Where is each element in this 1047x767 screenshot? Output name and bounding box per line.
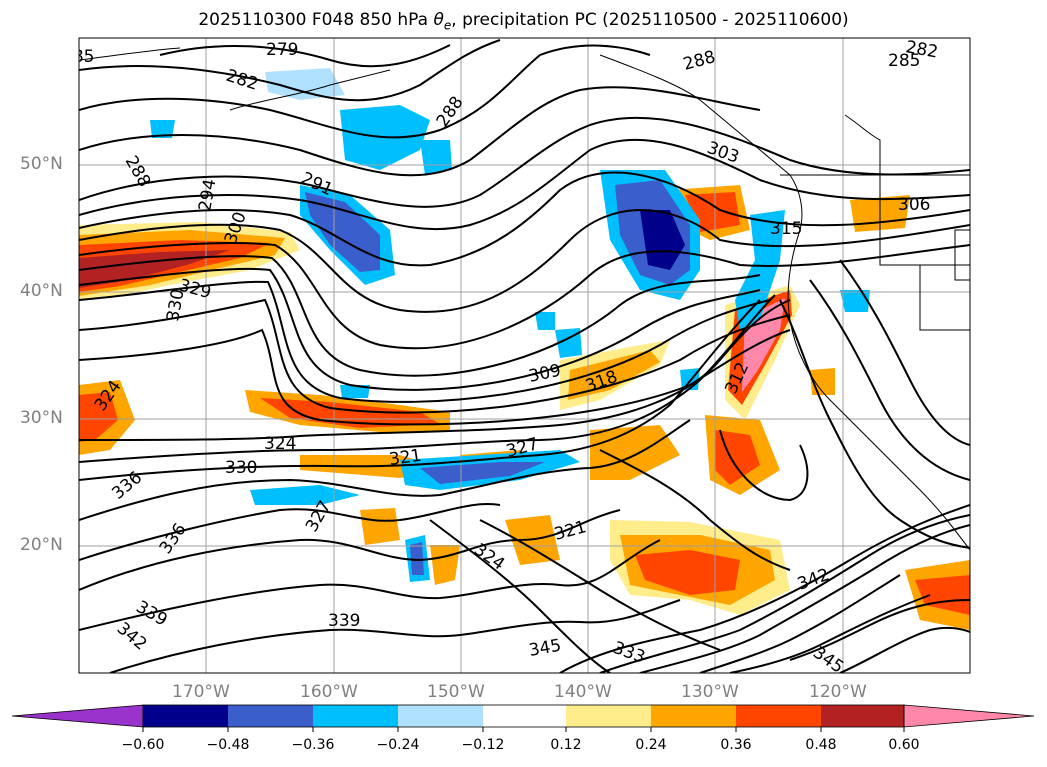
contour-label: 285 <box>888 51 920 71</box>
precip-shading-negative <box>150 68 870 582</box>
colorbar-tick-label: −0.60 <box>121 737 165 753</box>
contour-label: 306 <box>898 195 930 215</box>
colorbar-tick-label: −0.36 <box>291 737 335 753</box>
lon-label: 160°W <box>300 682 358 702</box>
contour-label: 285 <box>62 47 94 67</box>
graticule <box>79 38 970 673</box>
colorbar-bin <box>398 705 484 727</box>
contour-label: 315 <box>770 219 802 239</box>
theta-e-contours <box>79 39 970 673</box>
colorbar-bin <box>736 705 822 727</box>
colorbar <box>11 704 1035 732</box>
colorbar-tick-label: 0.24 <box>635 737 667 753</box>
contour-label: 279 <box>266 40 298 60</box>
contour-label: 324 <box>264 434 296 454</box>
figure-title: 2025110300 F048 850 hPa θe, precipitatio… <box>198 10 849 33</box>
colorbar-bin <box>228 705 314 727</box>
colorbar-bin <box>566 705 652 727</box>
contour-label: 339 <box>328 611 360 631</box>
colorbar-tick-label: −0.48 <box>206 737 250 753</box>
colorbar-tick-label: 0.48 <box>805 737 837 753</box>
lon-label: 140°W <box>554 682 612 702</box>
colorbar-bin <box>483 705 566 727</box>
colorbar-tick-label: 0.12 <box>550 737 582 753</box>
colorbar-tick-label: 0.36 <box>720 737 752 753</box>
colorbar-extend-low <box>11 704 144 728</box>
lon-label: 150°W <box>427 682 485 702</box>
colorbar-bin <box>143 705 229 727</box>
contour-label: 330 <box>225 458 257 478</box>
map-frame <box>78 37 971 674</box>
colorbar-bin <box>821 705 905 727</box>
colorbar-extend-high <box>903 704 1035 728</box>
lat-label: 20°N <box>20 535 63 555</box>
lat-label: 40°N <box>20 281 63 301</box>
colorbar-tick-label: 0.60 <box>888 737 920 753</box>
lon-label: 130°W <box>681 682 739 702</box>
lon-label: 120°W <box>809 682 867 702</box>
colorbar-tick-label: −0.12 <box>461 737 505 753</box>
contour-label: 321 <box>388 446 423 470</box>
lon-label: 170°W <box>172 682 230 702</box>
colorbar-tick-label: −0.24 <box>376 737 420 753</box>
lat-label: 50°N <box>20 154 63 174</box>
map-area: 279 282 282 285 285 288 288 288 291 294 … <box>62 38 970 673</box>
coastlines <box>79 47 970 551</box>
lat-label: 30°N <box>20 408 63 428</box>
colorbar-bin <box>313 705 399 727</box>
colorbar-bin <box>651 705 737 727</box>
